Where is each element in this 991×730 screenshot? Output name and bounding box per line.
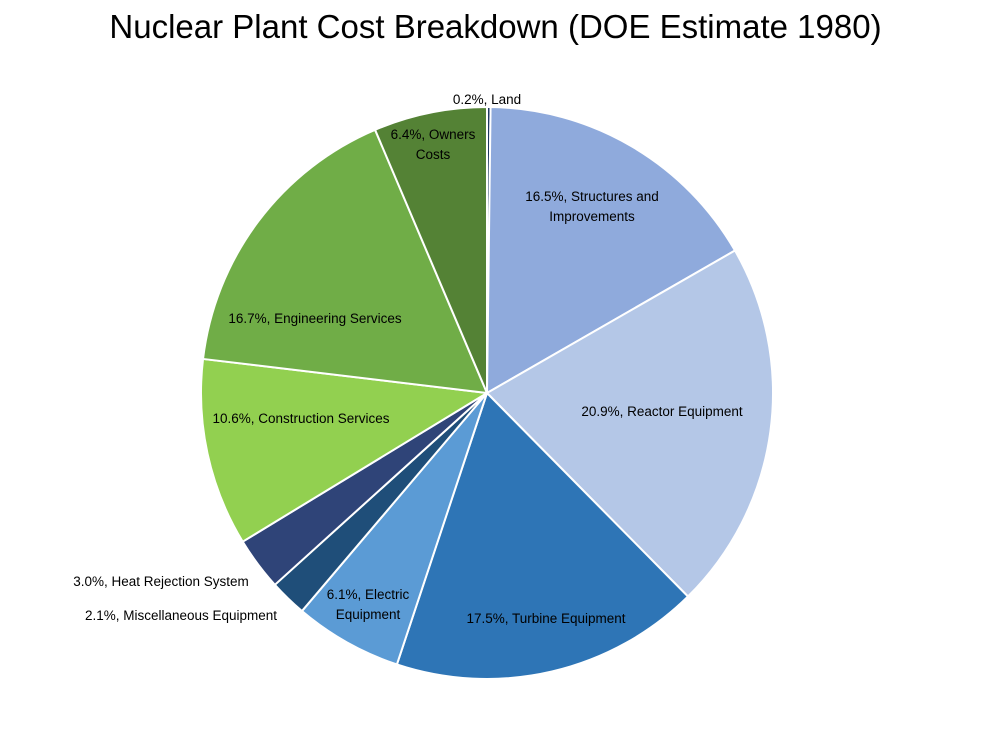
slice-label-owners-costs: 6.4%, Owners Costs [391, 127, 476, 162]
pie-slice-owners-costs [374, 106, 488, 394]
slice-label-construction-services: 10.6%, Construction Services [212, 411, 389, 426]
slice-label-heat-rejection-system: 3.0%, Heat Rejection System [73, 574, 249, 589]
slice-label-turbine-equipment: 17.5%, Turbine Equipment [466, 611, 625, 626]
slice-label-structures-and-improvements: 16.5%, Structures and Improvements [525, 189, 659, 224]
pie-slice-engineering-services [202, 128, 488, 394]
pie-slice-reactor-equipment [486, 249, 774, 598]
chart-title: Nuclear Plant Cost Breakdown (DOE Estima… [109, 8, 882, 45]
pie-labels: 0.2%, Land 16.5%, Structures and Improveme… [73, 92, 743, 626]
slice-label-engineering-services: 16.7%, Engineering Services [228, 311, 402, 326]
slice-label-electric-equipment: 6.1%, Electric Equipment [327, 587, 410, 622]
pie-slices [200, 105, 774, 680]
pie-slice-construction-services [200, 357, 488, 543]
slice-label-reactor-equipment: 20.9%, Reactor Equipment [581, 404, 743, 419]
slice-label-miscellaneous-equipment: 2.1%, Miscellaneous Equipment [85, 608, 277, 623]
slice-label-land: 0.2%, Land [453, 92, 521, 107]
pie-slice-turbine-equipment [395, 392, 689, 680]
pie-slice-structures-and-improvements [486, 106, 736, 394]
